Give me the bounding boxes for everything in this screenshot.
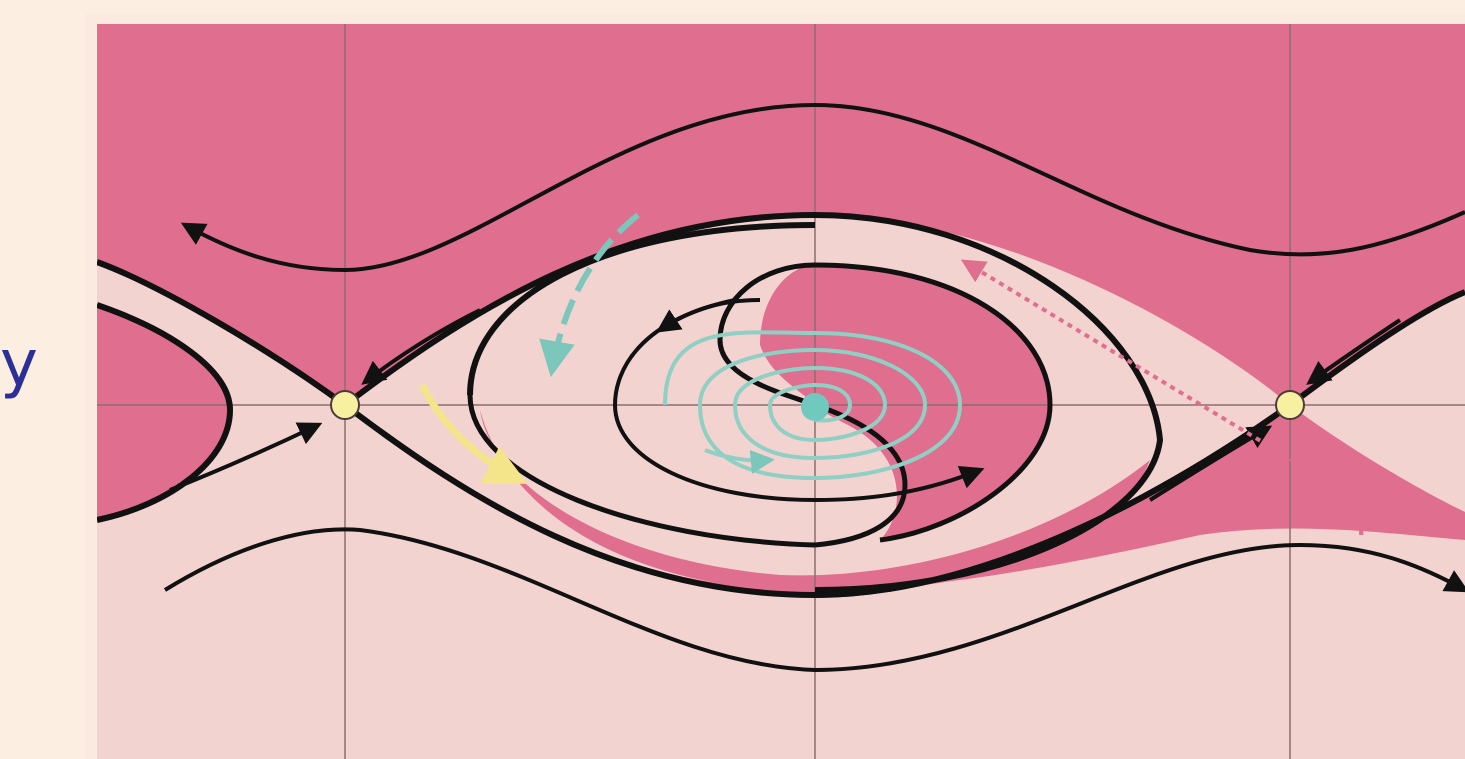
teal-spiral-arrow (704, 448, 775, 474)
yellow-arrow (418, 383, 528, 484)
phase-plane: F (97, 24, 1465, 759)
arrow-into-left-saddle-top (361, 308, 481, 385)
dark-region-band (345, 405, 1465, 595)
saddle-point-left (330, 390, 360, 420)
y-axis-label: y (0, 327, 38, 401)
inner-loop-left (467, 394, 816, 548)
right-lobe (1405, 318, 1465, 445)
arrow-into-left-saddle-bottom (169, 422, 323, 492)
teal-spiral (663, 330, 963, 481)
stable-point-center (801, 393, 829, 421)
teal-spiral-path (663, 330, 963, 481)
dark-spiral-arm-2 (480, 410, 1150, 592)
inner-ellipse (612, 298, 985, 503)
saddle-point-right (1275, 390, 1305, 420)
inner-ellipse-top (656, 298, 761, 333)
trajectory-top-wave (180, 102, 1465, 273)
force-label: F (1355, 496, 1379, 545)
bottom-wave (163, 527, 1465, 673)
separatrix-lower (97, 302, 234, 523)
teal-dashed-arrow (539, 212, 640, 378)
spiral-arm-inner (814, 402, 908, 548)
force-arrow (960, 259, 1350, 495)
